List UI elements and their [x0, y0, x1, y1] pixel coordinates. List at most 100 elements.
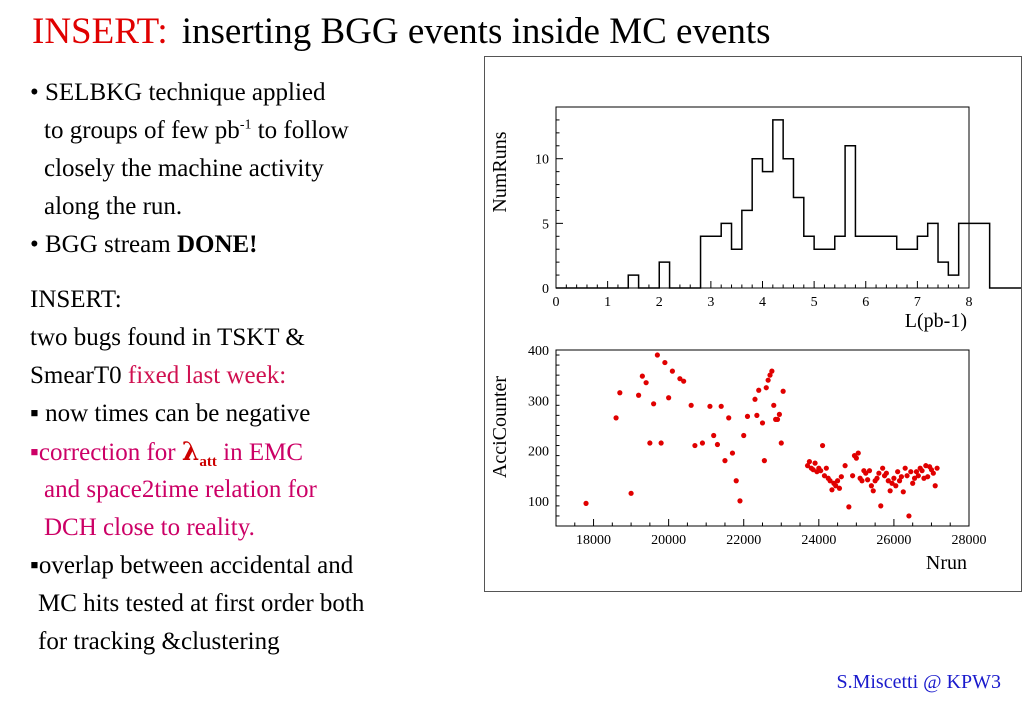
- scatter-point: [658, 440, 664, 446]
- done-label: DONE!: [176, 231, 258, 258]
- scatter-point: [767, 372, 773, 378]
- scatter-point: [729, 450, 736, 456]
- x-tick-label: 8: [966, 295, 973, 310]
- title-text: inserting BGG events inside MC events: [181, 11, 771, 52]
- insert-line-1: two bugs found in TSKT &: [30, 324, 305, 351]
- histogram-series: [556, 119, 1023, 289]
- scatter-point: [853, 455, 859, 461]
- x-tick-label: 18000: [576, 533, 611, 548]
- slide-title: INSERT: inserting BGG events inside MC ev…: [32, 10, 771, 53]
- scatter-point: [741, 432, 747, 439]
- scatter-point: [893, 483, 899, 489]
- scatter-point: [850, 473, 856, 479]
- scatter-point: [733, 478, 739, 484]
- bullet-selbkg-line3: closely the machine activity: [44, 155, 324, 182]
- scatter-point: [647, 440, 653, 446]
- x-tick-label: 7: [914, 295, 921, 310]
- scatter-point: [870, 488, 876, 494]
- scatter-point: [919, 468, 925, 474]
- scatter-point: [915, 473, 921, 479]
- scatter-point: [865, 477, 871, 483]
- title-keyword: INSERT:: [32, 11, 168, 52]
- scatter-point: [771, 402, 777, 408]
- scatter-point: [651, 401, 657, 407]
- scatter-point: [759, 420, 766, 426]
- scatter-point: [823, 465, 829, 471]
- correction-line-3: DCH close to reality.: [44, 514, 255, 541]
- scatter-point: [829, 487, 835, 493]
- scatter-point: [666, 395, 672, 401]
- bullet-selbkg: • SELBKG technique applied: [30, 79, 326, 106]
- x-tick-label: 6: [862, 295, 869, 310]
- bullet-selbkg-line2-end: to follow: [251, 117, 349, 144]
- insert-line-2: SmearT0 fixed last week:: [30, 363, 286, 388]
- scatter-point: [688, 402, 694, 408]
- histogram-chart: 0 1 2 3 4 5 6 7 8 0 5 10 NumRuns L(pb-1): [489, 106, 1023, 332]
- lambda-symbol: λ: [181, 437, 200, 466]
- scatter-point: [763, 385, 769, 391]
- x-tick-label: 24000: [801, 533, 836, 548]
- y-tick-label: 5: [542, 217, 549, 232]
- histogram-frame: [555, 106, 970, 289]
- square-bullet-correction: ▪correction for λatt in EMC: [30, 439, 303, 470]
- scatter-point: [677, 376, 683, 382]
- correction-text: ▪correction for: [30, 439, 182, 466]
- scatter-point: [780, 388, 786, 394]
- square-bullet-overlap: ▪overlap between accidental and: [30, 552, 354, 579]
- scatter-point: [885, 478, 891, 484]
- scatter-point: [778, 440, 784, 446]
- x-tick-label: 22000: [726, 533, 761, 548]
- scatter-point: [876, 470, 882, 476]
- scatter-point: [639, 373, 645, 379]
- scatter-point: [776, 411, 782, 417]
- superscript-minus-one: -1: [239, 117, 252, 133]
- scatter-point: [806, 459, 813, 465]
- scatter-point: [908, 469, 914, 475]
- scatter-point: [654, 352, 660, 358]
- scatter-point: [895, 469, 901, 475]
- scatter-point: [707, 403, 713, 409]
- scatter-point: [891, 475, 897, 481]
- scatter-point: [752, 396, 758, 402]
- scatter-point: [932, 483, 938, 489]
- y-tick-label: 400: [528, 344, 549, 359]
- x-tick-label: 2: [656, 295, 663, 310]
- scatter-point: [846, 504, 852, 510]
- overlap-line-3: for tracking &clustering: [38, 628, 280, 655]
- scatter-point: [855, 450, 861, 456]
- y-tick-label: 10: [535, 153, 549, 168]
- scatter-point: [774, 416, 781, 422]
- scatter-point: [898, 474, 905, 480]
- bullet-selbkg-line2-text: to groups of few pb: [44, 117, 240, 144]
- scatter-point: [889, 480, 895, 486]
- scatter-point: [906, 513, 912, 519]
- bullet-selbkg-line4: along the run.: [44, 193, 183, 220]
- bullet-bgg-text: • BGG stream: [30, 231, 177, 258]
- scatter-point: [613, 415, 619, 421]
- scatter-point: [669, 368, 675, 374]
- scatter-point: [934, 465, 940, 471]
- figure-svg: 0 1 2 3 4 5 6 7 8 0 5 10 NumRuns L(pb-1) 18000 20000 22…: [489, 106, 1023, 574]
- scatter-point: [692, 442, 698, 449]
- scatter-point: [883, 470, 889, 476]
- overlap-line-2: MC hits tested at first order both: [38, 590, 365, 617]
- scatter-point: [900, 489, 906, 495]
- correction-text-end: in EMC: [216, 439, 303, 466]
- scatter-frame: [555, 349, 970, 527]
- x-axis-title: L(pb-1): [905, 310, 967, 332]
- scatter-point: [583, 500, 589, 506]
- scatter-point: [821, 473, 828, 479]
- scatter-point: [842, 463, 848, 469]
- scatter-point: [836, 485, 843, 491]
- y-tick-label: 200: [528, 445, 549, 460]
- x-tick-label: 26000: [876, 533, 911, 548]
- x-tick-label: 3: [707, 295, 714, 310]
- scatter-point: [769, 368, 775, 374]
- scatter-point: [930, 470, 936, 476]
- scatter-point: [722, 458, 728, 464]
- scatter-point: [754, 412, 760, 418]
- y-tick-label: 300: [528, 394, 549, 409]
- scatter-point: [863, 470, 869, 476]
- scatter-point: [827, 478, 833, 484]
- figure-panel: 0 1 2 3 4 5 6 7 8 0 5 10 NumRuns L(pb-1) 18000 20000 22…: [484, 56, 1023, 592]
